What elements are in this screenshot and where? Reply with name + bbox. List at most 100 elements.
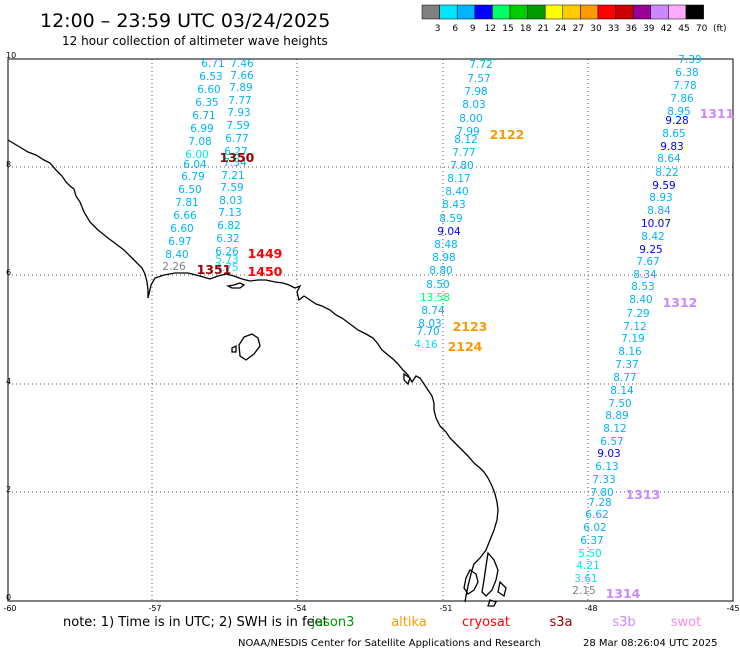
colorbar-tick-label: 12 [485,24,496,34]
wave-height-value: 7.99 [456,126,479,138]
wave-height-value: 8.40 [445,186,468,198]
wave-height-value: 8.40 [629,294,652,306]
wave-height-value: 8.89 [605,410,628,422]
colorbar-swatch [562,4,581,20]
wave-height-value: 6.26 [215,246,239,258]
pass-id-label: 2124 [448,339,483,354]
colorbar-tick-label: 21 [537,24,548,34]
pass-id-label: 1312 [663,295,698,310]
wave-height-value: 9.03 [597,448,620,460]
y-tick-label: 8 [6,160,11,169]
track-1350: 6.71 7.46 6.53 7.66 6.60 7.89 6.35 7.77 6.71 7.93… [162,58,254,274]
wave-height-value: 7.08 [188,136,211,148]
wave-height-value: 6.13 [595,461,618,473]
wave-height-value: 7.77 [228,95,251,107]
wave-height-value: 6.00 [185,149,208,161]
wave-height-value: 6.62 [585,509,608,521]
wave-height-value: 6.35 [195,97,218,109]
wave-height-value: 7.59 [220,182,243,194]
graticule [8,59,733,600]
wave-height-value: 6.79 [181,171,204,183]
wave-height-value: 8.22 [655,167,678,179]
wave-height-value: 7.37 [615,359,638,371]
wave-height-value: 7.80 [590,487,613,499]
colorbar-swatch [474,4,493,20]
wave-height-value: 6.38 [675,67,698,79]
wave-height-value: 7.28 [588,497,611,509]
wave-height-value: 6.04 [183,159,207,171]
wave-height-value: 7.59 [226,120,249,132]
colorbar-swatch [650,4,669,20]
wave-height-value: 8.84 [647,205,671,217]
x-tick-label: -57 [148,604,161,613]
pass-id-label: 1314 [606,586,641,601]
pass-id-label: 1311 [700,106,735,121]
track-2122: 7.727.577.988.038.007.998.127.777.808.17… [414,59,492,351]
wave-height-value: 5.73 [215,254,238,266]
y-tick-label: 10 [6,51,16,60]
wave-height-value: 8.12 [454,134,477,146]
legend-swot: swot [671,615,701,630]
wave-height-value: 7.46 [230,58,254,70]
altimeter-tracks: 6.71 7.46 6.53 7.66 6.60 7.89 6.35 7.77 6.71 7.93… [162,54,701,597]
wave-height-value: 7.89 [229,82,252,94]
colorbar-swatch [615,4,634,20]
y-tick-label: 2 [6,485,11,494]
wave-height-value: 7.66 [230,70,254,82]
wave-height-value: 7.39 [678,54,701,66]
y-tick-label: 6 [6,268,11,277]
wave-height-value: 7.70 [416,326,439,338]
wave-height-value: 7.29 [626,308,649,320]
wave-height-value: 7.33 [592,474,615,486]
legend-jason3: jason3 [311,615,355,630]
satellite-legend: jason3 altika cryosat s3a s3b swot [311,615,702,630]
wave-height-value: 8.43 [442,199,465,211]
x-tick-label: -45 [726,604,739,613]
colorbar-tick-label: 24 [555,24,567,34]
colorbar-legend: 3 6 9 12 15 18 21 24 27 30 33 36 39 42 45 70 [421,4,708,34]
wave-height-value: 8.14 [610,385,634,397]
colorbar-tick-label: 33 [608,24,619,34]
wave-height-value: 8.03 [462,99,485,111]
wave-height-value: 9.04 [437,226,461,238]
colorbar-swatch [597,4,616,20]
wave-height-value: 7.57 [467,73,490,85]
wave-height-value: 7.50 [608,398,631,410]
wave-height-value: 6.99 [190,123,213,135]
wave-height-value: 8.64 [657,153,681,165]
wave-height-value: 8.65 [662,128,685,140]
wave-height-value: 7.78 [673,80,696,92]
legend-s3a: s3a [549,615,572,630]
colorbar-tick-label: 9 [470,24,476,34]
wave-height-value: 4.16 [414,339,438,351]
y-tick-label: 4 [6,377,11,386]
colorbar-tick-label: 3 [435,24,441,34]
colorbar-unit: (ft) [713,24,727,34]
wave-height-value: 7.34 [223,157,247,169]
colorbar-swatch [421,4,440,20]
coastline [7,139,507,607]
pass-id-label: 1350 [220,150,255,165]
wave-height-value: 6.50 [178,184,201,196]
colorbar-swatch [509,4,528,20]
colorbar-swatch [685,4,704,20]
map-title: 12:00 – 23:59 UTC 03/24/2025 [40,10,330,32]
colorbar-tick-label: 70 [696,24,708,34]
colorbar-tick-label: 42 [661,24,672,34]
colorbar-tick-label: 45 [678,24,689,34]
wave-height-value: 8.12 [603,423,626,435]
wave-height-value: 7.77 [452,147,475,159]
colorbar-swatch [668,4,687,20]
wave-height-value: 7.72 [469,59,492,71]
wave-height-value: 6.82 [217,220,240,232]
x-tick-label: -51 [439,604,452,613]
wave-height-value: 8.95 [667,106,690,118]
colorbar-tick-label: 6 [452,24,458,34]
wave-height-value: 4.75 [215,262,238,274]
colorbar-tick-label: 27 [573,24,584,34]
pass-id-label: 1313 [626,487,661,502]
wave-height-value: 9.83 [660,141,683,153]
pass-id-label: 1351 [197,262,232,277]
wave-height-value: 4.21 [576,560,599,572]
wave-height-value: 8.17 [447,173,470,185]
